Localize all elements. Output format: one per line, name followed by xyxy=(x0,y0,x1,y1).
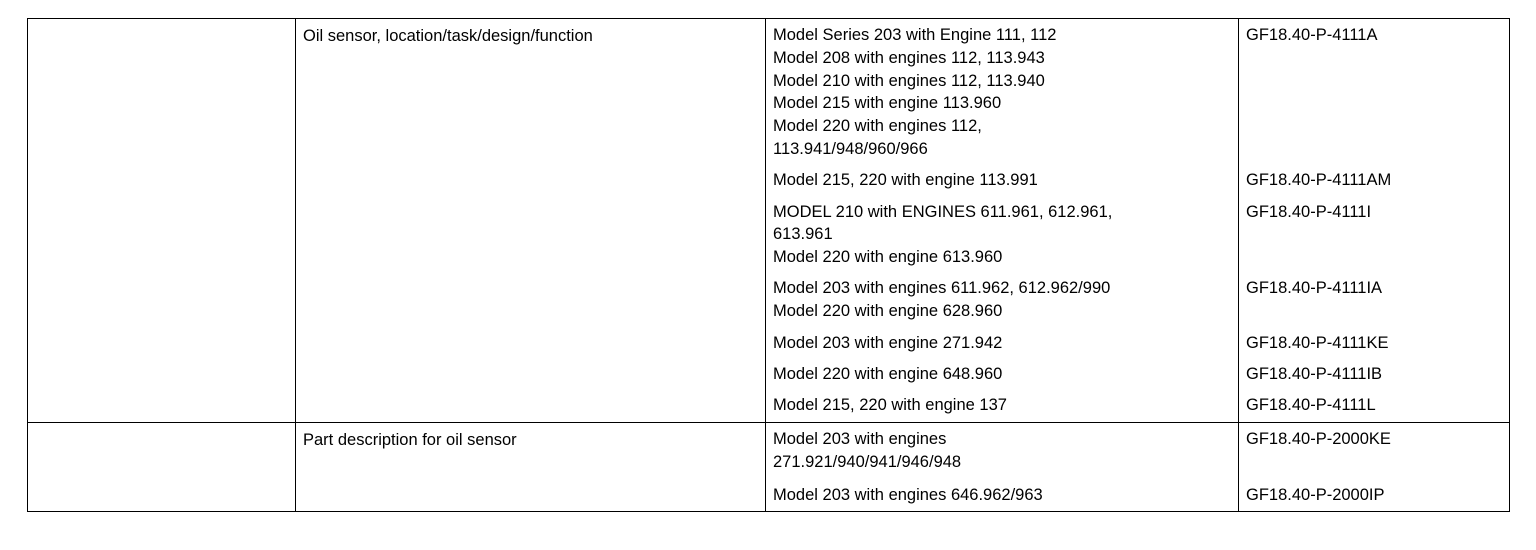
document-number[interactable]: GF18.40-P-2000KE xyxy=(1246,429,1391,448)
document-number[interactable]: GF18.40-P-4111AM xyxy=(1246,171,1392,190)
model-line: Model 203 with engines 646.962/963 xyxy=(773,485,1043,504)
table-row: Oil sensor, location/task/design/functio… xyxy=(27,18,1510,423)
row-1-document-number-cell: GF18.40-P-2000KE GF18.40-P-2000IP xyxy=(1238,421,1510,513)
row-1-applicability-cell: Model 203 with engines 271.921/940/941/9… xyxy=(765,421,1239,513)
applicability-group: MODEL 210 with ENGINES 611.961, 612.961,… xyxy=(766,201,1238,269)
document-number[interactable]: GF18.40-P-2000IP xyxy=(1246,485,1385,504)
applicability-group: Model 215, 220 with engine 113.991 xyxy=(766,169,1238,192)
model-line: Model Series 203 with Engine 111, 112 xyxy=(773,26,1057,44)
model-line: Model 203 with engines xyxy=(773,429,947,448)
document-number[interactable]: GF18.40-P-4111IB xyxy=(1246,364,1383,383)
document-number[interactable]: GF18.40-P-4111L xyxy=(1246,396,1376,415)
model-line: Model 208 with engines 112, 113.943 xyxy=(773,48,1045,67)
model-line: Model 220 with engines 112, xyxy=(773,117,982,136)
model-line: Model 215, 220 with engine 137 xyxy=(773,396,1007,415)
model-line: Model 220 with engine 648.960 xyxy=(773,364,1003,383)
row-1-topic-label: Part description for oil sensor xyxy=(303,430,517,449)
model-line: 271.921/940/941/946/948 xyxy=(773,452,962,471)
row-0-document-number-cell: GF18.40-P-4111A GF18.40-P-4111AM GF18.40… xyxy=(1238,18,1510,423)
model-line: Model 210 with engines 112, 113.940 xyxy=(773,71,1045,90)
table-row: Part description for oil sensor Model 20… xyxy=(27,421,1510,513)
row-0-applicability-cell: Model Series 203 with Engine 111, 112 Mo… xyxy=(765,18,1239,423)
oil-sensor-reference-table: Oil sensor, location/task/design/functio… xyxy=(27,18,1510,513)
document-number[interactable]: GF18.40-P-4111KE xyxy=(1246,333,1389,352)
model-line: Model 215, 220 with engine 113.991 xyxy=(773,171,1038,190)
document-number[interactable]: GF18.40-P-4111IA xyxy=(1246,279,1383,298)
document-number[interactable]: GF18.40-P-4111A xyxy=(1246,26,1378,44)
applicability-group: Model 203 with engine 271.942 xyxy=(766,332,1238,355)
applicability-group: Model 203 with engines 271.921/940/941/9… xyxy=(766,428,1238,474)
model-line: Model 215 with engine 113.960 xyxy=(773,94,1002,113)
row-0-topic-label: Oil sensor, location/task/design/functio… xyxy=(303,27,593,45)
row-0-topic-cell: Oil sensor, location/task/design/functio… xyxy=(295,18,766,423)
document-number[interactable]: GF18.40-P-4111I xyxy=(1246,202,1372,221)
model-line: Model 220 with engine 628.960 xyxy=(773,302,1003,321)
model-line: 613.961 xyxy=(773,225,833,244)
row-1-topic-cell: Part description for oil sensor xyxy=(295,421,766,513)
applicability-group: Model 215, 220 with engine 137 xyxy=(766,394,1238,417)
model-line: 113.941/948/960/966 xyxy=(773,139,928,158)
row-1-blank-cell xyxy=(27,421,296,513)
row-0-blank-cell xyxy=(27,18,296,423)
model-line: Model 203 with engines 611.962, 612.962/… xyxy=(773,279,1111,298)
applicability-group: Model 220 with engine 648.960 xyxy=(766,363,1238,386)
model-line: Model 203 with engine 271.942 xyxy=(773,333,1003,352)
applicability-group: Model 203 with engines 646.962/963 xyxy=(766,484,1238,507)
applicability-group: Model 203 with engines 611.962, 612.962/… xyxy=(766,277,1238,323)
applicability-group: Model Series 203 with Engine 111, 112 Mo… xyxy=(766,24,1238,161)
model-line: Model 220 with engine 613.960 xyxy=(773,248,1003,267)
model-line: MODEL 210 with ENGINES 611.961, 612.961, xyxy=(773,202,1113,221)
